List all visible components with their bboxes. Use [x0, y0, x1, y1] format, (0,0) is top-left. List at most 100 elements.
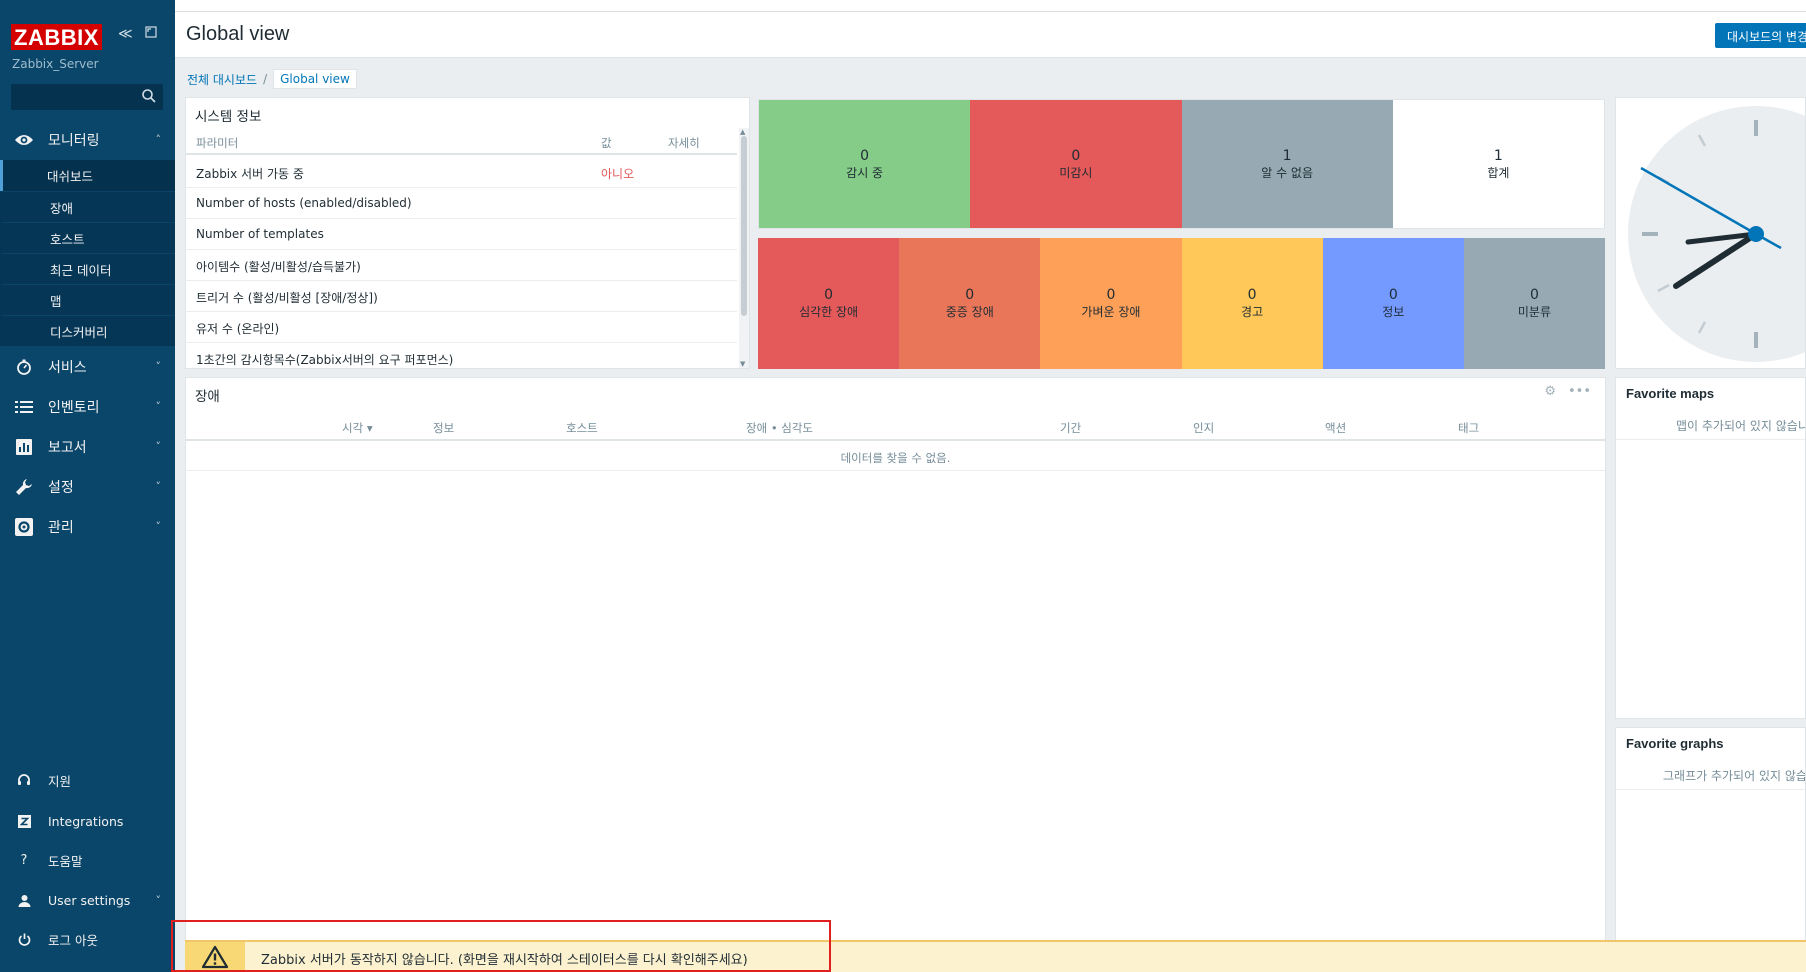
- nav-admin[interactable]: 관리 ˅: [0, 507, 175, 547]
- nav-item-maps[interactable]: 맵: [0, 284, 175, 315]
- column-header-ack: 인지: [1193, 421, 1215, 435]
- widget-title: Favorite maps: [1626, 386, 1715, 401]
- label: 미감시: [1059, 165, 1093, 180]
- count: 0: [1106, 287, 1116, 303]
- chevron-down-icon: ˅: [155, 894, 162, 907]
- problems-table-header: 시각 ▾ 정보 호스트 장애 • 심각도 기간 인지 액션 태그: [186, 412, 1605, 441]
- bar-chart-icon: [14, 437, 34, 457]
- nav-help[interactable]: ? 도움말: [0, 845, 175, 875]
- server-name: Zabbix_Server: [12, 57, 99, 71]
- host-availability-cell[interactable]: 0 미감시: [970, 100, 1182, 228]
- stopwatch-icon: [14, 357, 34, 377]
- host-availability-cell[interactable]: 0 감시 중: [759, 100, 971, 228]
- severity-cell[interactable]: 0 경고: [1181, 238, 1323, 369]
- nav-services-label: 서비스: [48, 360, 87, 376]
- column-header-info: 정보: [433, 421, 455, 435]
- nav-user-settings[interactable]: User settings ˅: [0, 885, 175, 915]
- nav-config[interactable]: 설정 ˅: [0, 467, 175, 507]
- scrollbar-thumb[interactable]: [741, 136, 747, 316]
- no-data-message: 데이터를 찾을 수 없음.: [186, 441, 1605, 471]
- severity-cell[interactable]: 0 심각한 장애: [758, 238, 900, 369]
- scroll-up-icon[interactable]: ▲: [740, 128, 746, 136]
- sidebar-search-input[interactable]: [11, 84, 163, 110]
- host-availability-cell[interactable]: 1 합계: [1392, 100, 1604, 228]
- breadcrumb-all-dashboards[interactable]: 전체 대시보드: [187, 72, 258, 87]
- widget-toolbar: ⚙ •••: [1544, 384, 1591, 399]
- nav-services[interactable]: 서비스 ˅: [0, 347, 175, 387]
- page-header: Global view 대시보드의 변경: [175, 12, 1806, 58]
- nav-integrations[interactable]: Integrations: [0, 806, 175, 836]
- row-param: Zabbix 서버 가동 중: [196, 167, 304, 181]
- question-icon: ?: [20, 852, 28, 868]
- count: 1: [1282, 147, 1292, 164]
- scroll-down-icon[interactable]: ▼: [740, 360, 746, 368]
- nav-group-config: 설정 ˅: [0, 467, 175, 507]
- search-icon[interactable]: [141, 88, 157, 104]
- analog-clock: [1628, 106, 1805, 362]
- chevron-down-icon: ˅: [155, 360, 162, 373]
- user-icon: [14, 894, 34, 907]
- table-row: Zabbix 서버 가동 중 아니오: [186, 157, 737, 188]
- table-row: Number of hosts (enabled/disabled): [186, 188, 737, 219]
- count: 0: [860, 147, 870, 164]
- top-strip: [175, 0, 1806, 12]
- count: 1: [1493, 147, 1503, 164]
- sidebar-controls: ≪: [118, 26, 157, 42]
- chevron-down-icon: ˅: [155, 440, 162, 453]
- column-header-problem-severity: 장애 • 심각도: [746, 421, 813, 435]
- table-row: 유저 수 (온라인): [186, 312, 737, 343]
- nav-group-services: 서비스 ˅: [0, 347, 175, 387]
- nav-support-label: 지원: [48, 773, 72, 789]
- kiosk-mode-icon[interactable]: [145, 26, 157, 42]
- count: 0: [824, 287, 834, 303]
- nav-item-dashboard[interactable]: 대쉬보드: [0, 160, 175, 191]
- row-param: 유저 수 (온라인): [196, 322, 280, 336]
- label: 경고: [1241, 305, 1264, 319]
- host-availability-cell[interactable]: 1 알 수 없음: [1181, 100, 1393, 228]
- severity-cell[interactable]: 0 가벼운 장애: [1040, 238, 1182, 369]
- nav-logout-label: 로그 아웃: [48, 932, 98, 948]
- gear-icon: [14, 517, 34, 537]
- widget-title: 장애: [195, 389, 220, 405]
- severity-cell[interactable]: 0 중증 장애: [899, 238, 1041, 369]
- breadcrumb-current[interactable]: Global view: [273, 69, 357, 89]
- nav-reports[interactable]: 보고서 ˅: [0, 427, 175, 467]
- nav-item-discovery[interactable]: 디스커버리: [0, 315, 175, 346]
- nav-user-settings-label: User settings: [48, 892, 131, 908]
- nav-group-admin: 관리 ˅: [0, 507, 175, 547]
- warning-message: Zabbix 서버가 동작하지 않습니다. (화면을 재시작하여 스테이터스를 …: [261, 953, 748, 968]
- nav-item-latest-data[interactable]: 최근 데이터: [0, 253, 175, 284]
- collapse-sidebar-icon[interactable]: ≪: [118, 26, 133, 42]
- chevron-down-icon: ˅: [155, 520, 162, 533]
- no-data-message: 그래프가 추가되어 있지 않습니다: [1616, 760, 1805, 790]
- no-data-message: 맵이 추가되어 있지 않습니다: [1616, 410, 1805, 440]
- nav-config-label: 설정: [48, 480, 74, 496]
- problems-widget: 장애 ⚙ ••• 시각 ▾ 정보 호스트 장애 • 심각도 기간 인지 액션 태…: [185, 377, 1606, 972]
- clock-widget: [1615, 97, 1806, 369]
- severity-cell[interactable]: 0 정보: [1322, 238, 1464, 369]
- column-header-tags: 태그: [1458, 421, 1480, 435]
- nav-logout[interactable]: 로그 아웃: [0, 924, 175, 954]
- label: 심각한 장애: [799, 305, 859, 319]
- sysinfo-scrollbar[interactable]: ▲ ▼: [739, 128, 749, 368]
- nav-group-monitoring: 모니터링 ˄ 대쉬보드 장애 호스트 최근 데이터 맵 디스커버리: [0, 120, 175, 346]
- edit-dashboard-button[interactable]: 대시보드의 변경: [1715, 23, 1806, 48]
- nav-monitoring[interactable]: 모니터링 ˄: [0, 120, 175, 160]
- column-header-time[interactable]: 시각 ▾: [342, 421, 373, 435]
- more-options-icon[interactable]: •••: [1567, 384, 1591, 399]
- nav-support[interactable]: 지원: [0, 765, 175, 795]
- nav-item-hosts[interactable]: 호스트: [0, 222, 175, 253]
- zabbix-logo[interactable]: ZABBIX: [11, 24, 102, 50]
- nav-group-reports: 보고서 ˅: [0, 427, 175, 467]
- nav-item-problems[interactable]: 장애: [0, 191, 175, 222]
- page-title: Global view: [186, 23, 290, 45]
- power-icon: [14, 933, 34, 946]
- gear-icon[interactable]: ⚙: [1544, 384, 1556, 399]
- label: 알 수 없음: [1261, 165, 1314, 180]
- count: 0: [1388, 287, 1398, 303]
- nav-inventory[interactable]: 인벤토리 ˅: [0, 387, 175, 427]
- severity-cell[interactable]: 0 미분류: [1463, 238, 1606, 369]
- sysinfo-table-header: 파라미터 값 자세히: [186, 130, 737, 155]
- column-header-parameter: 파라미터: [196, 136, 239, 150]
- count: 0: [965, 287, 975, 303]
